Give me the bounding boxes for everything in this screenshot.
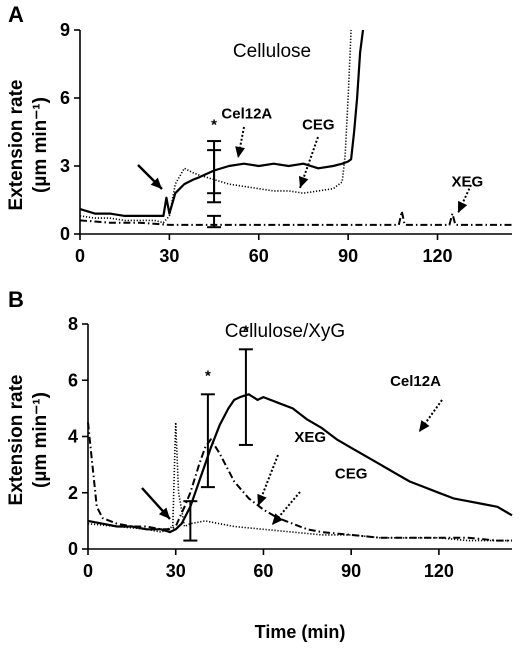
y-tick-label: 6 bbox=[60, 88, 70, 108]
y-tick-label: 0 bbox=[68, 539, 78, 559]
panel-b-annotations: * * Cel12A XEG CEG bbox=[141, 322, 443, 526]
y-tick-label: 3 bbox=[60, 156, 70, 176]
x-tick-label: 0 bbox=[75, 246, 85, 266]
y-tick-label: 4 bbox=[68, 427, 78, 447]
addition-arrow bbox=[141, 487, 171, 520]
series-label-cel12a: Cel12A bbox=[390, 373, 441, 390]
panel-a: Cellulose Extension rate (µm min⁻¹) 0 3 6 9… bbox=[6, 20, 512, 266]
addition-arrow bbox=[137, 164, 163, 190]
series-line-cel12a bbox=[79, 29, 365, 217]
error-bar bbox=[238, 348, 253, 446]
panel-a-series bbox=[79, 29, 512, 226]
x-tick-label: 120 bbox=[424, 561, 454, 581]
x-tick-label: 90 bbox=[341, 561, 361, 581]
cel12a-pointer-arrow bbox=[235, 126, 245, 159]
y-tick-label: 6 bbox=[68, 370, 78, 390]
panel-b-y-label-line1: Extension rate bbox=[6, 375, 27, 506]
panel-letter-a: A bbox=[8, 2, 24, 27]
y-tick-label: 8 bbox=[68, 314, 78, 334]
x-tick-label: 0 bbox=[83, 561, 93, 581]
cel12a-pointer-arrow bbox=[418, 399, 443, 433]
series-line-ceg bbox=[87, 421, 512, 542]
series-line-cel12a bbox=[87, 393, 513, 534]
panel-a-title: Cellulose bbox=[233, 41, 311, 62]
panel-b: Cellulose/XyG Extension rate (µm min⁻¹) … bbox=[6, 314, 513, 642]
series-label-xeg: XEG bbox=[294, 429, 326, 446]
ceg-pointer-arrow bbox=[271, 491, 301, 526]
significance-asterisk: * bbox=[243, 322, 249, 339]
x-tick-label: 60 bbox=[249, 246, 269, 266]
panel-b-error-bars bbox=[183, 348, 253, 542]
series-line-xeg bbox=[79, 210, 512, 226]
y-tick-label: 2 bbox=[68, 483, 78, 503]
error-bar bbox=[183, 500, 198, 542]
significance-asterisk: * bbox=[211, 117, 217, 134]
panel-b-title: Cellulose/XyG bbox=[225, 321, 345, 342]
error-bar bbox=[207, 214, 222, 229]
error-bar bbox=[207, 149, 222, 195]
panel-b-y-label-line2: (µm min⁻¹) bbox=[30, 392, 51, 488]
x-tick-label: 30 bbox=[166, 561, 186, 581]
ceg-pointer-arrow bbox=[298, 136, 319, 189]
panel-b-series bbox=[87, 393, 513, 542]
series-label-ceg: CEG bbox=[335, 466, 368, 483]
y-tick-label: 9 bbox=[60, 20, 70, 40]
significance-asterisk: * bbox=[205, 367, 211, 384]
panel-a-annotations: *Cel12A CEG XEG bbox=[137, 105, 483, 214]
series-label-xeg: XEG bbox=[451, 173, 483, 190]
xeg-pointer-arrow bbox=[457, 184, 472, 214]
panel-a-y-label-line1: Extension rate bbox=[6, 80, 27, 211]
panel-a-error-bars bbox=[207, 140, 222, 229]
series-label-cel12a: Cel12A bbox=[221, 105, 272, 122]
error-bar bbox=[200, 393, 215, 489]
x-tick-label: 120 bbox=[422, 246, 452, 266]
series-label-ceg: CEG bbox=[302, 117, 335, 134]
y-tick-label: 0 bbox=[60, 224, 70, 244]
x-tick-label: 90 bbox=[338, 246, 358, 266]
panel-b-axes: 0 2 4 6 8 0 30 60 90 120 bbox=[68, 314, 512, 581]
x-tick-label: 60 bbox=[253, 561, 273, 581]
x-tick-label: 30 bbox=[159, 246, 179, 266]
panel-a-y-label-line2: (µm min⁻¹) bbox=[30, 97, 51, 193]
panel-b-x-label: Time (min) bbox=[255, 622, 346, 642]
panel-letter-b: B bbox=[8, 287, 24, 312]
xeg-pointer-arrow bbox=[257, 454, 279, 507]
